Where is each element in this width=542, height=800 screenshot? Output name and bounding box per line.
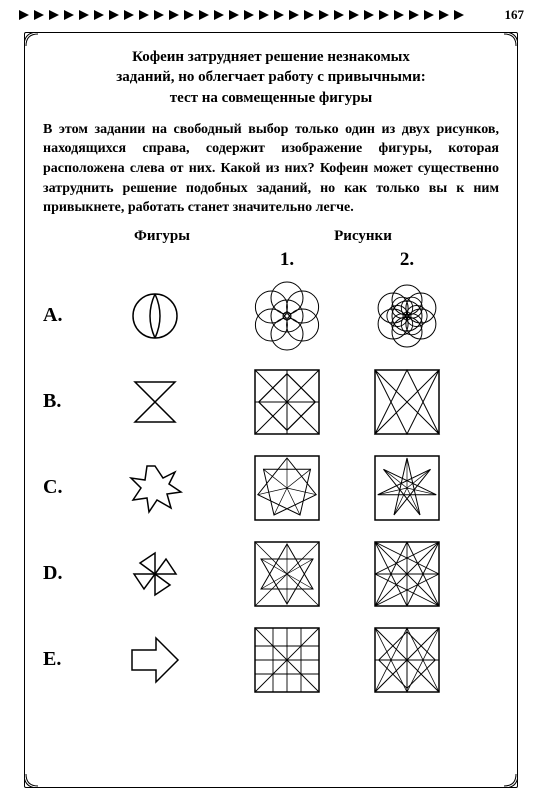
source-figure <box>83 545 227 603</box>
option-drawing <box>347 622 467 698</box>
corner-ornament <box>504 32 518 46</box>
test-row: B. <box>43 359 499 445</box>
source-figure <box>83 291 227 341</box>
option-drawing <box>227 277 347 355</box>
page-frame: Кофеин затрудняет решение незнакомых зад… <box>24 32 518 788</box>
test-row: A. <box>43 273 499 359</box>
option-drawing <box>347 364 467 440</box>
option-drawing <box>227 450 347 526</box>
row-letter: E. <box>43 648 83 671</box>
title-line: заданий, но облегчает работу с привычным… <box>116 69 426 85</box>
option-drawing <box>227 536 347 612</box>
option-number: 1. <box>227 249 347 271</box>
row-letter: D. <box>43 562 83 585</box>
option-drawing <box>347 277 467 355</box>
option-drawing <box>347 536 467 612</box>
corner-ornament <box>24 774 38 788</box>
content-area: Кофеин затрудняет решение незнакомых зад… <box>43 47 499 773</box>
test-row: D. <box>43 531 499 617</box>
option-drawing <box>347 450 467 526</box>
option-drawing <box>227 622 347 698</box>
page-number: 167 <box>505 7 525 23</box>
row-letter: A. <box>43 304 83 327</box>
title-line: тест на совмещенные фигуры <box>170 90 373 106</box>
test-row: C. <box>43 445 499 531</box>
corner-ornament <box>504 774 518 788</box>
option-drawing <box>227 364 347 440</box>
source-figure <box>83 458 227 518</box>
source-figure <box>83 374 227 430</box>
title-line: Кофеин затрудняет решение незнакомых <box>132 49 410 65</box>
arrow-row <box>18 8 497 22</box>
header-drawings: Рисунки <box>227 228 499 245</box>
column-headers: Фигуры Рисунки <box>43 228 499 245</box>
option-numbers: 1. 2. <box>43 249 499 271</box>
row-letter: C. <box>43 476 83 499</box>
test-row: E. <box>43 617 499 703</box>
row-letter: B. <box>43 390 83 413</box>
page-title: Кофеин затрудняет решение незнакомых зад… <box>43 47 499 108</box>
intro-paragraph: В этом задании на свободный выбор только… <box>43 120 499 218</box>
corner-ornament <box>24 32 38 46</box>
header-figures: Фигуры <box>97 228 227 245</box>
top-decorative-border: 167 <box>18 6 524 24</box>
option-number: 2. <box>347 249 467 271</box>
source-figure <box>83 632 227 688</box>
